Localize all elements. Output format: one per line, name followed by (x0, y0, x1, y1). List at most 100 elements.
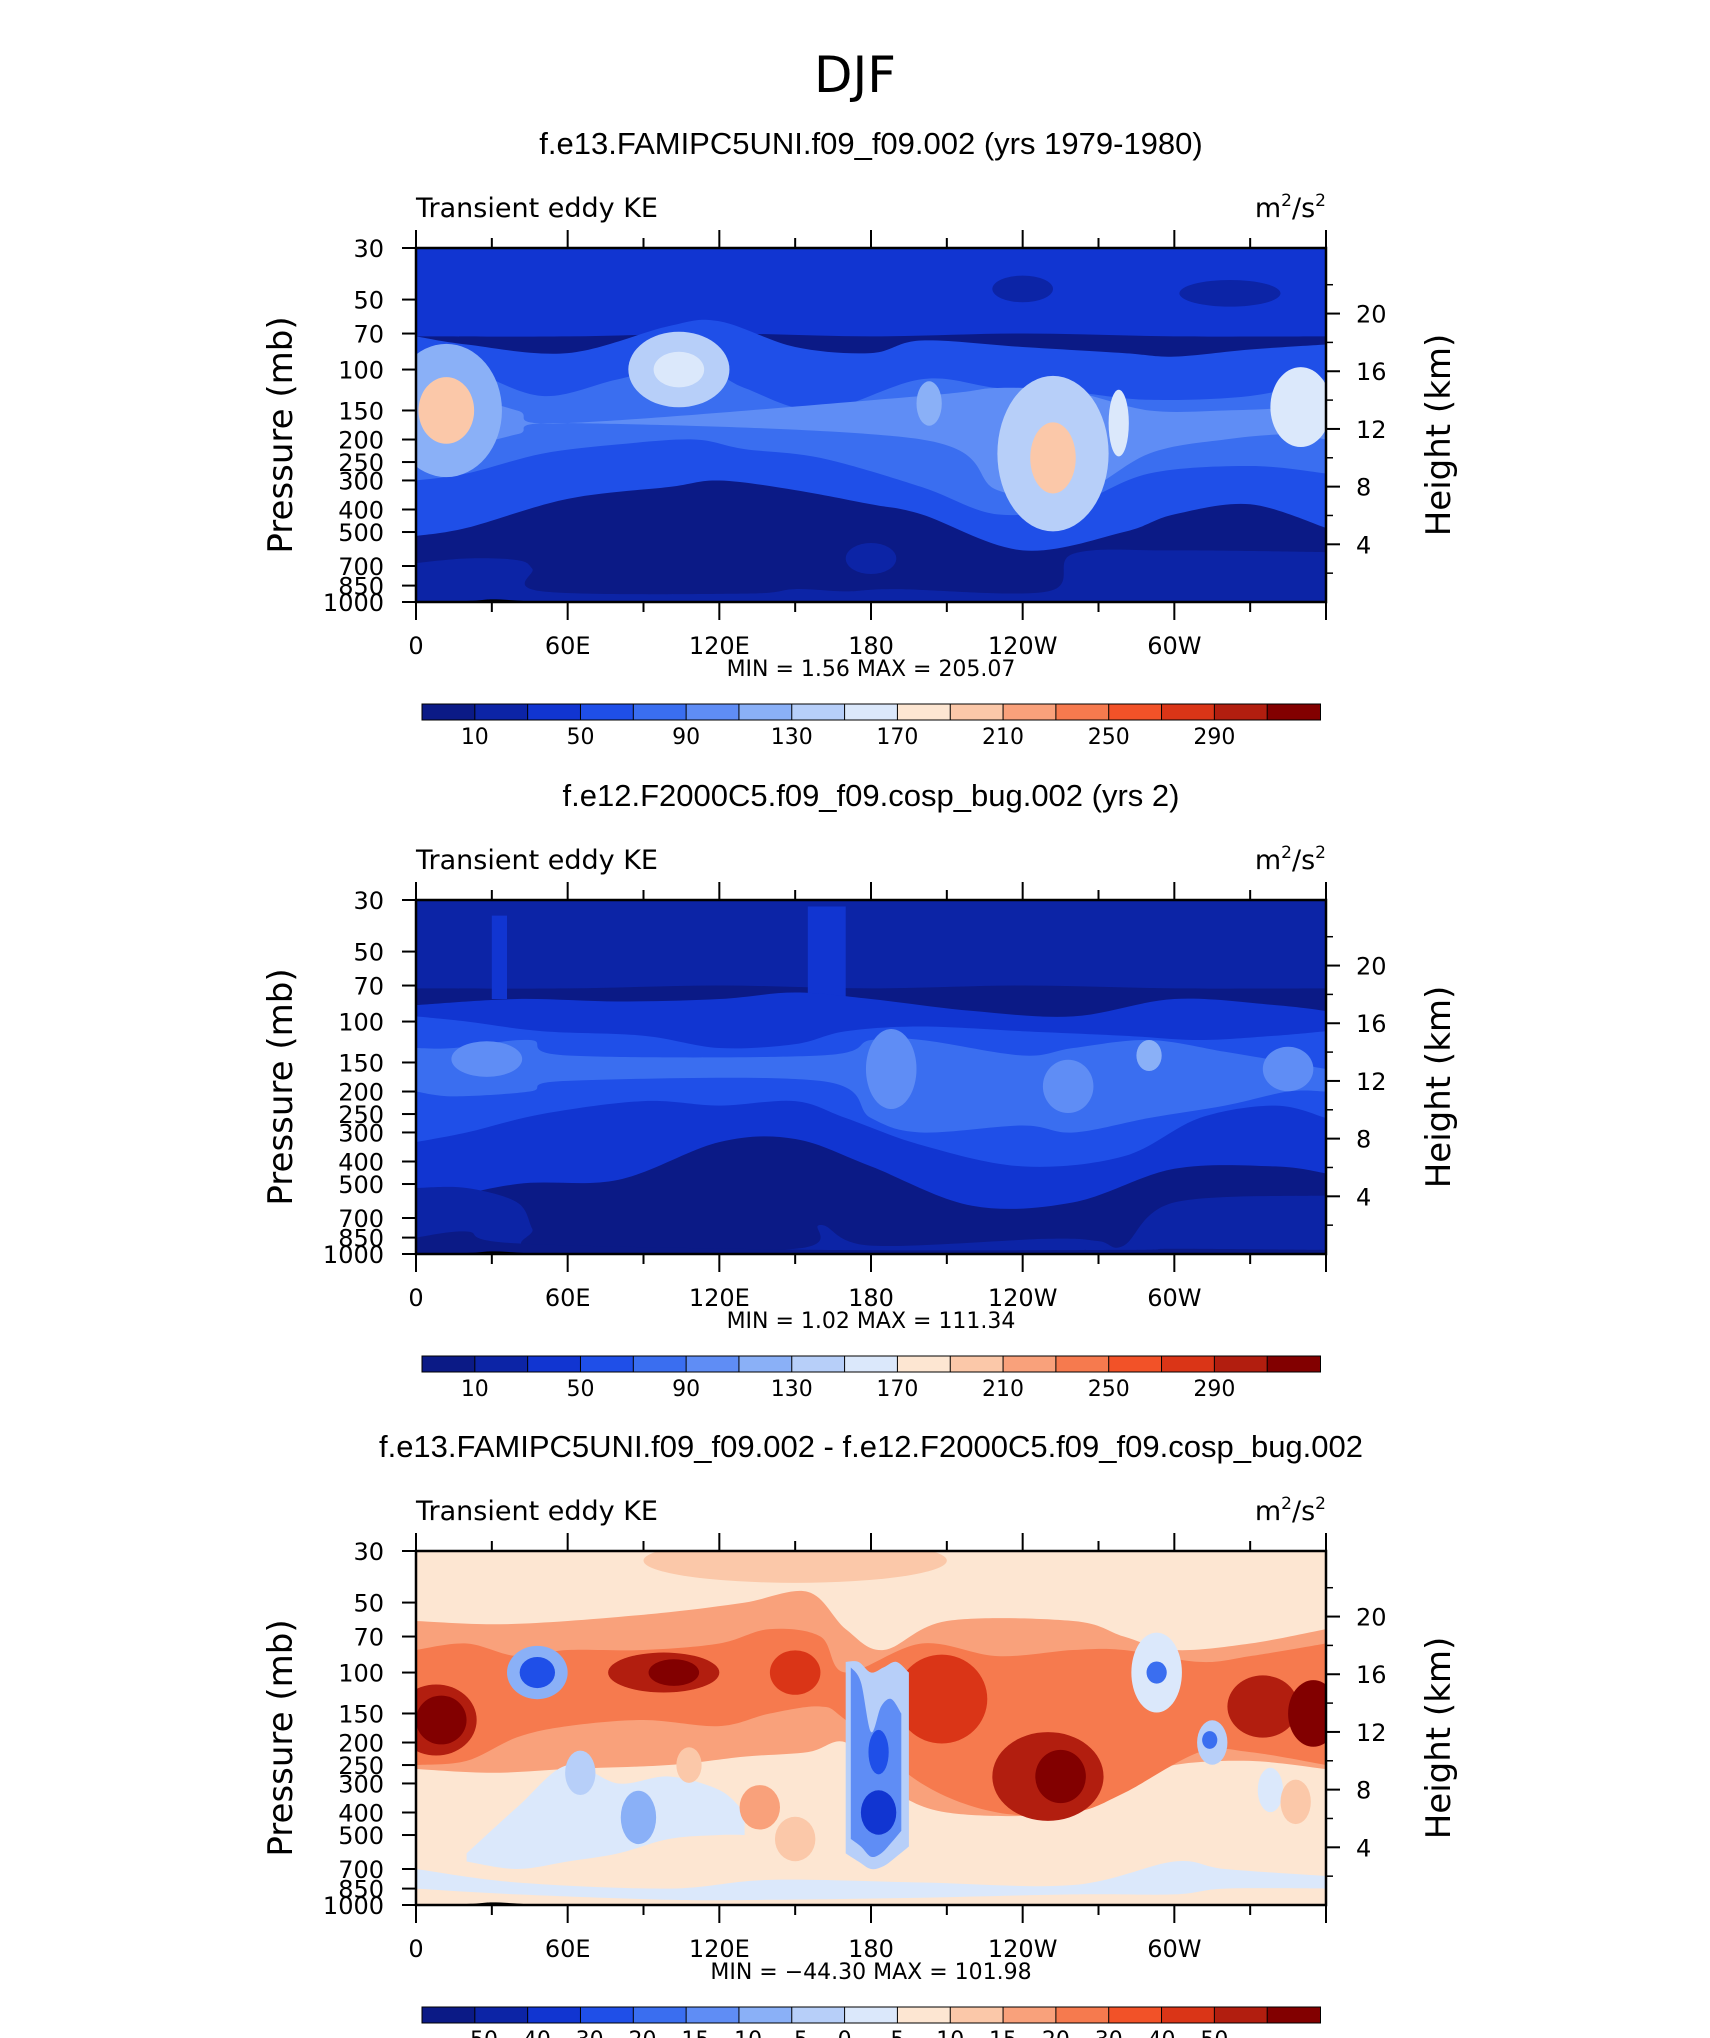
contour-spot-b (865, 1029, 917, 1109)
contour-neg-lower-west (466, 1764, 745, 1869)
colorbar-swatch (632, 2006, 688, 2024)
colorbar-swatch (738, 1355, 793, 1373)
y-tick-label: 50 (353, 1590, 384, 1618)
y-axis-right: 20 16 12 8 4 Height (km) (1326, 935, 1459, 1226)
y-axis-title: Pressure (mb) (261, 1619, 301, 1856)
y-tick-label: 700 (338, 553, 384, 581)
figure-title: DJF (814, 46, 896, 104)
y-right-axis-title: Height (km) (1419, 1637, 1459, 1840)
x-tick-label: 60W (1147, 632, 1201, 660)
colorbar-swatch (527, 2006, 582, 2024)
colorbar-swatch (579, 2006, 635, 2024)
contour-surface-deep (416, 1231, 1326, 1254)
colorbar-label: 250 (1088, 725, 1130, 750)
colorbar-swatch (844, 1355, 899, 1373)
colorbar-swatch (949, 1355, 1005, 1373)
y-tick-label: 100 (338, 1660, 384, 1688)
contour-jet-core-east-end (1270, 367, 1326, 448)
x-tick-label: 120E (689, 1284, 750, 1312)
y-tick-label: 500 (338, 1171, 384, 1199)
contour-top-pos (643, 1551, 947, 1583)
x-tick-label: 180 (848, 632, 894, 660)
colorbar-swatch (1266, 1355, 1322, 1373)
min-max-label: MIN = −44.30 MAX = 101.98 (710, 1960, 1031, 1985)
y-right-tick-label: 12 (1356, 416, 1387, 444)
colorbar: 10 50 90 130 170 210 250 290 (421, 703, 1322, 750)
x-tick-label: 0 (408, 1935, 423, 1963)
colorbar-swatch (791, 703, 846, 721)
colorbar-label: 210 (982, 725, 1024, 750)
y-right-tick-label: 16 (1356, 1661, 1387, 1689)
colorbar-swatch (949, 703, 1005, 721)
x-axis: 0 60E 120E 180 120W 60W (408, 230, 1327, 660)
y-right-tick-label: 20 (1356, 1604, 1387, 1632)
x-tick-label: 0 (408, 632, 423, 660)
x-tick-label: 120W (988, 632, 1058, 660)
x-axis: 0 60E 120E 180 120W 60W (408, 1533, 1327, 1963)
panel-title: f.e13.FAMIPC5UNI.f09_f09.002 - f.e12.F20… (379, 1429, 1363, 1464)
colorbar-swatch (949, 2006, 1005, 2024)
colorbar-swatch (632, 1355, 688, 1373)
x-axis: 0 60E 120E 180 120W 60W (408, 882, 1327, 1312)
x-tick-label: 120E (689, 1935, 750, 1963)
variable-label: Transient eddy KE (415, 845, 658, 876)
contour-jet-core-pacific-center (1030, 422, 1076, 494)
y-right-tick-label: 16 (1356, 358, 1387, 386)
colorbar-swatch (791, 2006, 846, 2024)
contour-jet-core-pacific-spot (1108, 389, 1129, 457)
colorbar-label: 5 (890, 2028, 904, 2038)
y-tick-label: 500 (338, 519, 384, 547)
colorbar-label: 130 (771, 725, 813, 750)
panel-3: f.e13.FAMIPC5UNI.f09_f09.002 - f.e12.F20… (261, 1429, 1459, 2038)
colorbar-swatch (1108, 2006, 1163, 2024)
contour-stratosphere (416, 248, 1326, 337)
x-tick-label: 60W (1147, 1284, 1201, 1312)
colorbar-label: −10 (716, 2028, 762, 2038)
y-tick-label: 70 (353, 973, 384, 1001)
contour-neg-east-2-core (1202, 1731, 1218, 1749)
y-tick-label: 200 (338, 427, 384, 455)
colorbar-label: 30 (1095, 2028, 1123, 2038)
colorbar-label: −30 (557, 2028, 603, 2038)
min-max-label: MIN = 1.02 MAX = 111.34 (727, 1309, 1016, 1334)
colorbar-swatch (1213, 703, 1269, 721)
y-tick-label: 70 (353, 1624, 384, 1652)
y-tick-label: 700 (338, 1856, 384, 1884)
panel-title: f.e12.F2000C5.f09_f09.cosp_bug.002 (yrs … (563, 778, 1180, 813)
y-right-tick-label: 4 (1356, 531, 1371, 559)
units-label: m2/s2 (1255, 191, 1326, 224)
colorbar-swatch (1266, 703, 1322, 721)
y-tick-label: 400 (338, 1799, 384, 1827)
contour-strat-low-1 (992, 275, 1053, 303)
colorbar-swatch (844, 703, 899, 721)
colorbar-swatch (474, 703, 529, 721)
x-tick-label: 180 (848, 1935, 894, 1963)
colorbar-swatch (1055, 703, 1110, 721)
y-right-tick-label: 16 (1356, 1010, 1387, 1038)
panel-title: f.e13.FAMIPC5UNI.f09_f09.002 (yrs 1979-1… (539, 126, 1202, 161)
colorbar-swatch (738, 2006, 793, 2024)
contour-neg-east-3 (1257, 1767, 1284, 1813)
colorbar-label: 250 (1088, 1377, 1130, 1402)
colorbar-label: 290 (1193, 725, 1235, 750)
y-tick-label: 250 (338, 449, 384, 477)
y-tick-label: 850 (338, 573, 384, 601)
y-tick-label: 300 (338, 1119, 384, 1147)
contour-dark-3 (769, 1650, 821, 1695)
colorbar-label: 15 (989, 2028, 1017, 2038)
colorbar-swatch (474, 1355, 529, 1373)
colorbar-swatch (1055, 2006, 1110, 2024)
y-tick-label: 30 (353, 1538, 384, 1566)
colorbar-label: 0 (838, 2028, 852, 2038)
colorbar-swatch (474, 2006, 529, 2024)
x-tick-label: 60E (545, 632, 591, 660)
units-label: m2/s2 (1255, 1494, 1326, 1527)
colorbar-label: −40 (504, 2028, 550, 2038)
colorbar-swatch (1161, 1355, 1216, 1373)
contour-column-2 (807, 906, 846, 1011)
colorbar-swatch (844, 2006, 899, 2024)
y-right-tick-label: 20 (1356, 301, 1387, 329)
